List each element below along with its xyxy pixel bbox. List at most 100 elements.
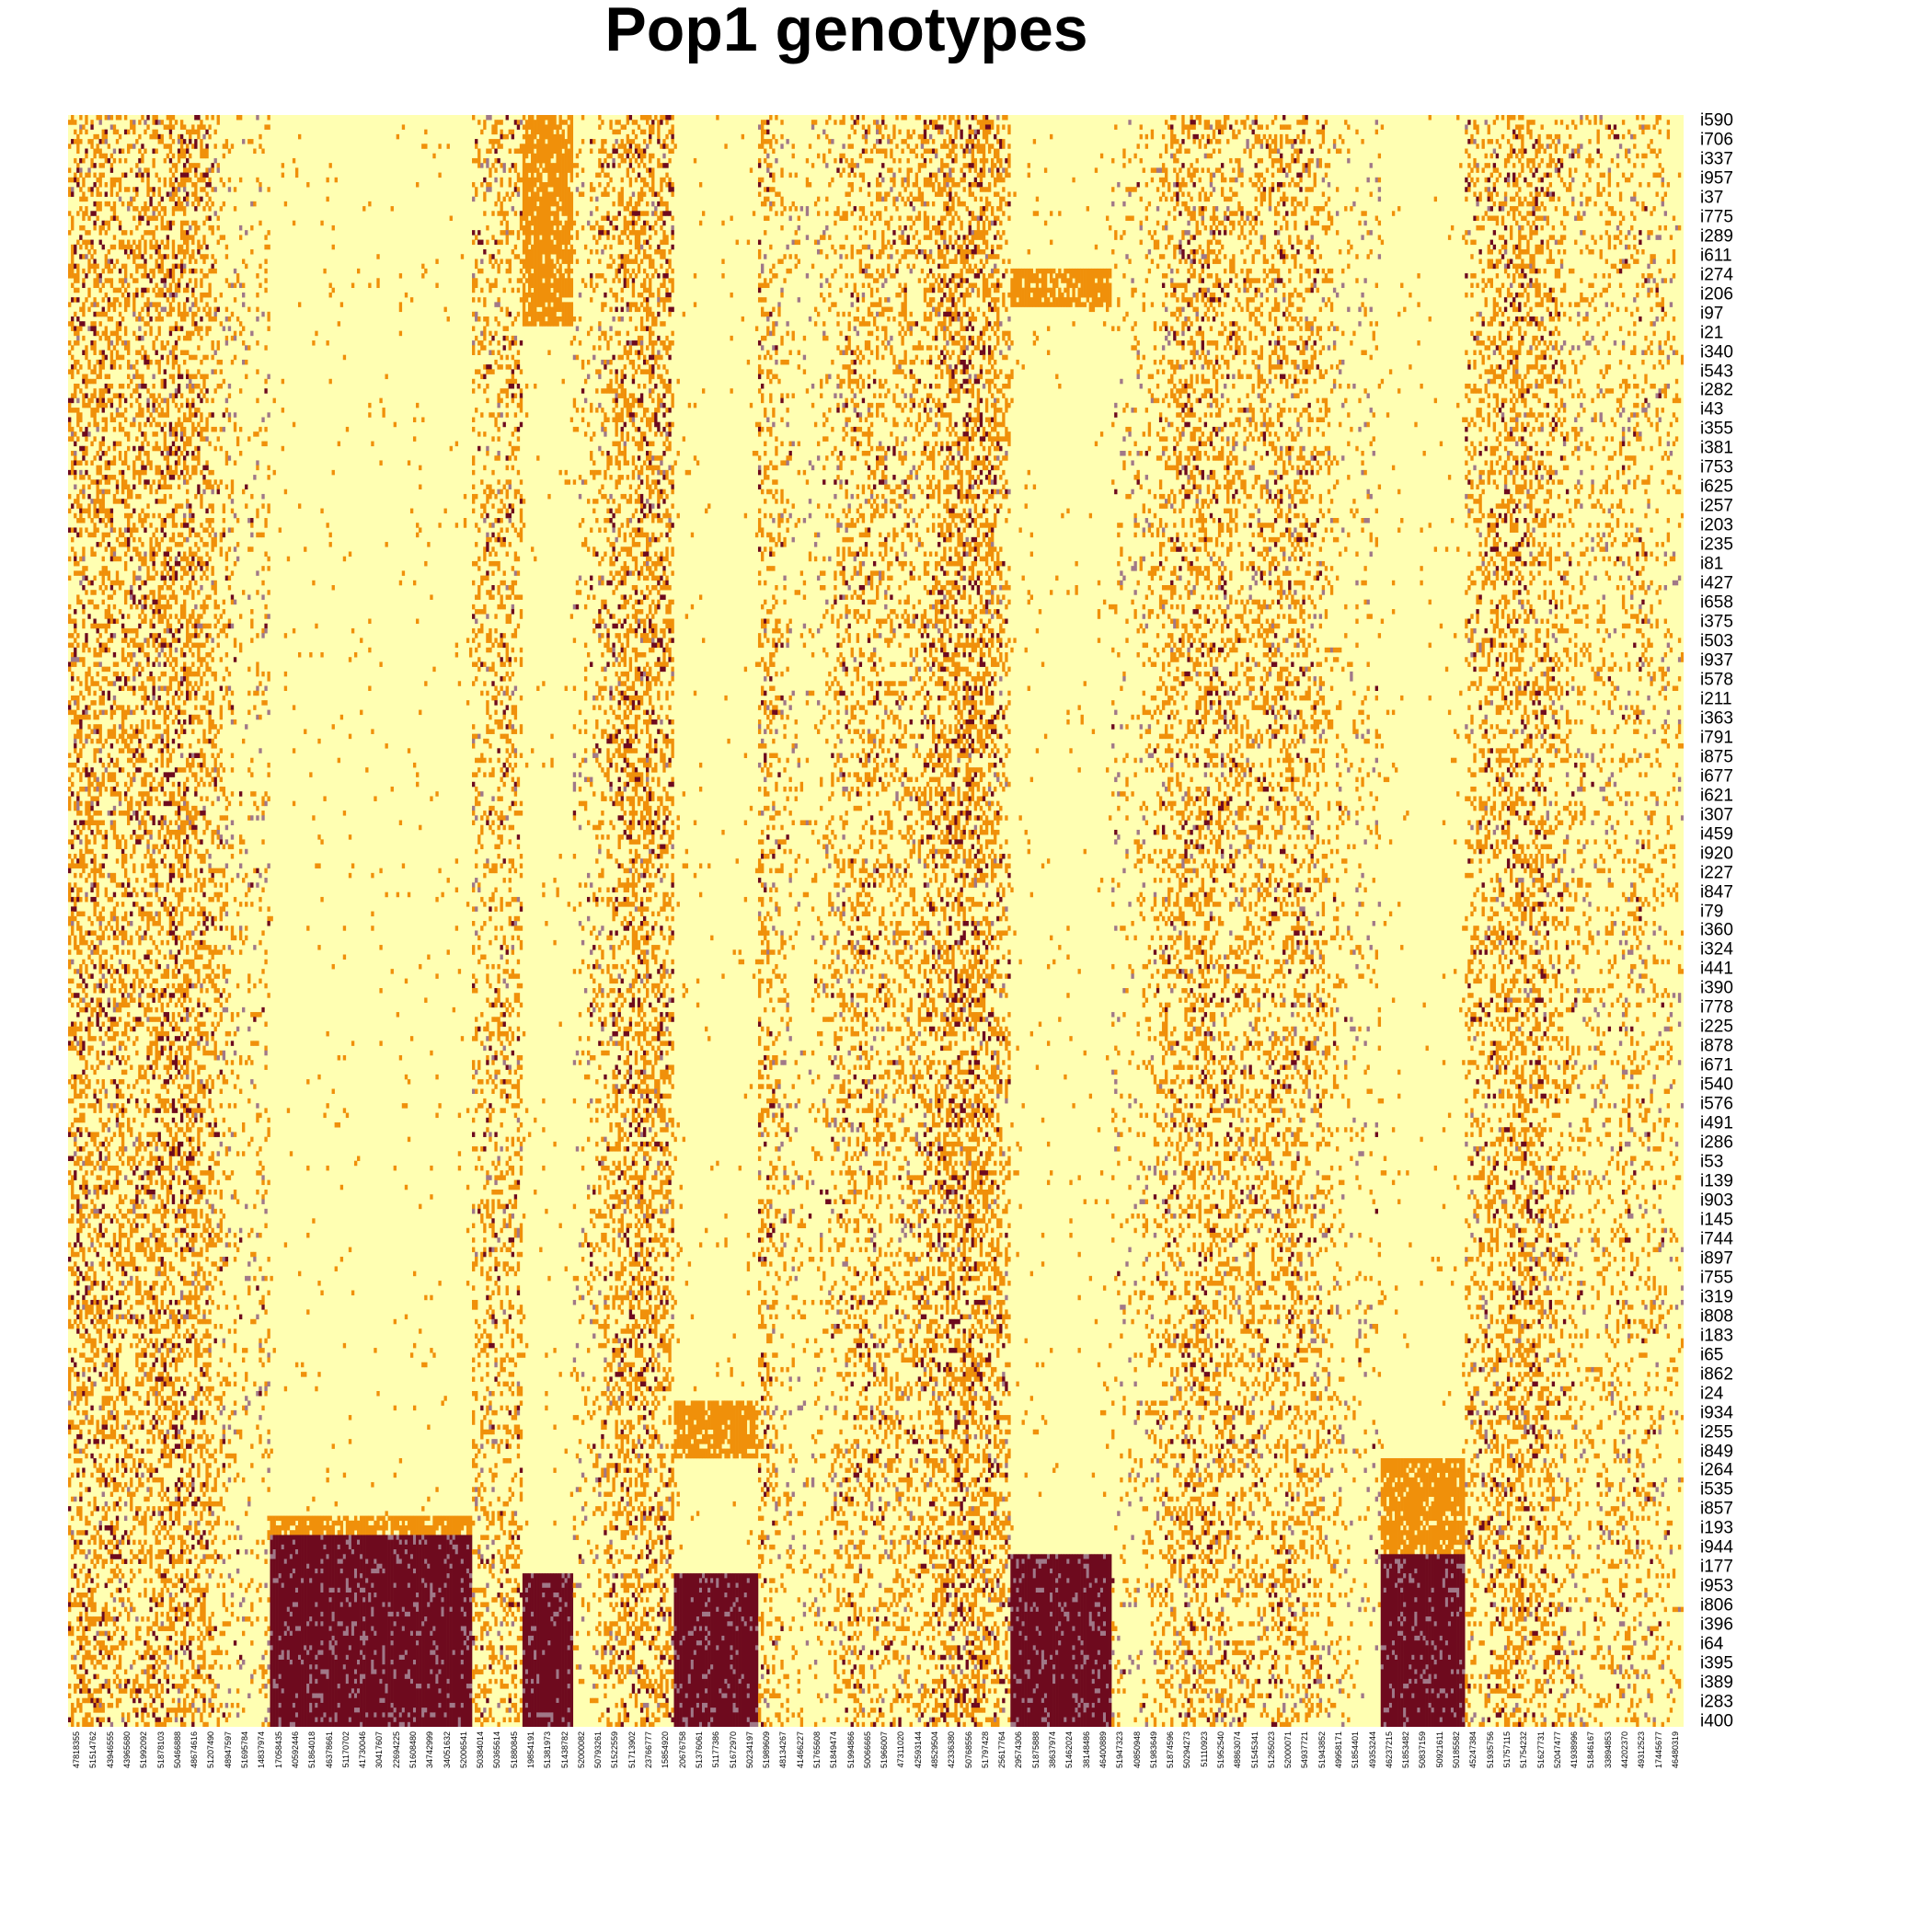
heatmap-cell: [205, 355, 208, 361]
heatmap-cell: [161, 1142, 164, 1147]
heatmap-cell: [76, 1305, 79, 1310]
heatmap-cell: [183, 782, 186, 792]
heatmap-cell: [135, 1276, 138, 1295]
heatmap-cell: [200, 1127, 202, 1133]
heatmap-cell: [124, 130, 127, 135]
heatmap-cell: [169, 546, 172, 552]
heatmap-cell: [102, 1309, 105, 1315]
heatmap-cell: [138, 834, 141, 840]
heatmap-cell: [85, 1712, 87, 1727]
heatmap-cell: [167, 1108, 169, 1113]
heatmap-cell: [87, 1501, 90, 1507]
heatmap-cell: [180, 1674, 183, 1680]
heatmap-cell: [164, 431, 167, 451]
heatmap-cell: [68, 1627, 71, 1632]
heatmap-cell: [167, 1588, 169, 1593]
heatmap-cell: [178, 336, 180, 341]
heatmap-cell: [74, 734, 76, 740]
heatmap-cell: [155, 1535, 158, 1545]
heatmap-cell: [93, 297, 96, 303]
heatmap-cell: [172, 221, 175, 226]
heatmap-cell: [79, 254, 82, 259]
heatmap-cell: [169, 431, 172, 437]
heatmap-cell: [161, 576, 164, 581]
heatmap-cell: [183, 552, 186, 562]
heatmap-cell: [180, 1549, 183, 1555]
heatmap-cell: [116, 1022, 119, 1028]
heatmap-cell: [90, 1007, 93, 1018]
heatmap-cell: [90, 1406, 93, 1411]
heatmap-cell: [155, 638, 158, 643]
heatmap-cell: [169, 144, 172, 154]
heatmap-cell: [96, 1439, 98, 1444]
heatmap-cell: [87, 1132, 90, 1137]
heatmap-cell: [119, 1597, 121, 1603]
heatmap-cell: [93, 700, 96, 706]
heatmap-cell: [141, 254, 144, 259]
heatmap-cell: [189, 1467, 191, 1478]
heatmap-cell: [119, 1079, 121, 1085]
heatmap-cell: [124, 1410, 127, 1416]
heatmap-cell: [208, 470, 211, 476]
heatmap-cell: [138, 1636, 141, 1641]
heatmap-cell: [152, 1674, 155, 1680]
heatmap-cell: [127, 1295, 130, 1301]
heatmap-cell: [194, 1252, 197, 1258]
heatmap-cell: [146, 719, 149, 730]
heatmap-cell: [169, 902, 172, 907]
heatmap-cell: [169, 422, 172, 432]
heatmap-cell: [90, 393, 93, 403]
heatmap-cell: [90, 442, 93, 447]
heatmap-cell: [141, 542, 144, 547]
heatmap-cell: [211, 1454, 213, 1459]
heatmap-cell: [96, 916, 98, 922]
heatmap-cell: [74, 120, 76, 125]
heatmap-cell: [180, 1420, 183, 1425]
heatmap-cell: [149, 1420, 152, 1425]
heatmap-cell: [130, 527, 132, 537]
heatmap-cell: [116, 1185, 119, 1190]
heatmap-cell: [175, 1237, 178, 1243]
heatmap-cell: [132, 1540, 135, 1546]
heatmap-cell: [178, 1443, 180, 1449]
heatmap-cell: [149, 936, 152, 941]
heatmap-cell: [108, 144, 110, 149]
heatmap-cell: [205, 796, 208, 801]
heatmap-cell: [99, 863, 102, 878]
heatmap-cell: [191, 249, 194, 259]
heatmap-cell: [110, 1103, 113, 1113]
heatmap-cell: [87, 1190, 90, 1195]
heatmap-cell: [164, 791, 167, 797]
heatmap-cell: [79, 1271, 82, 1277]
heatmap-cell: [127, 1180, 130, 1186]
heatmap-cell: [183, 1406, 186, 1411]
heatmap-cell: [200, 1031, 202, 1037]
heatmap-cell: [113, 969, 116, 974]
heatmap-cell: [202, 1650, 205, 1670]
heatmap-cell: [175, 561, 178, 567]
heatmap-cell: [194, 1669, 197, 1679]
heatmap-cell: [74, 700, 76, 706]
heatmap-cell: [127, 1410, 130, 1416]
heatmap-cell: [138, 614, 141, 619]
heatmap-cell: [178, 1616, 180, 1622]
heatmap-cell: [79, 581, 82, 586]
heatmap-cell: [152, 815, 155, 825]
heatmap-cell: [205, 1449, 208, 1455]
heatmap-cell: [119, 221, 121, 226]
heatmap-cell: [214, 130, 217, 135]
heatmap-cell: [110, 1559, 113, 1565]
heatmap-cell: [119, 748, 121, 753]
heatmap-cell: [194, 1597, 197, 1607]
heatmap-cell: [191, 1578, 194, 1583]
heatmap-cell: [161, 1478, 164, 1492]
heatmap-cell: [113, 264, 116, 270]
heatmap-cell: [99, 912, 102, 922]
heatmap-cell: [146, 124, 149, 130]
heatmap-cell: [130, 1027, 132, 1032]
heatmap-cell: [178, 1376, 180, 1382]
heatmap-cell: [191, 1684, 194, 1689]
heatmap-cell: [138, 1569, 141, 1574]
heatmap-cell: [124, 499, 127, 509]
heatmap-cell: [189, 1439, 191, 1444]
